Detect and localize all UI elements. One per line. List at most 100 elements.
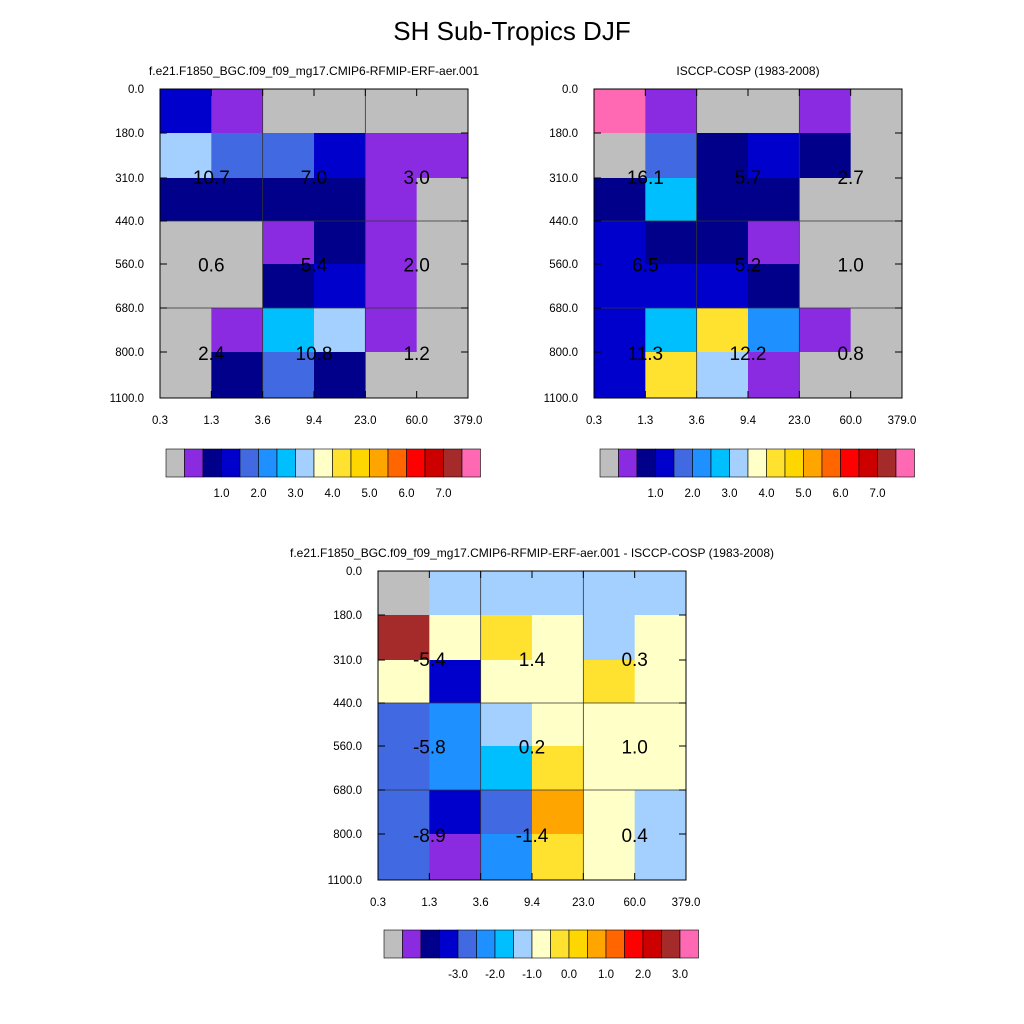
heatmap-cells [160,89,469,399]
heatmap-cell [696,133,749,179]
heatmap-cell [748,307,800,353]
colorbar-swatch [624,929,644,959]
block-value-label: 7.0 [301,168,327,189]
panel-title: f.e21.F1850_BGC.f09_f09_mg17.CMIP6-RFMIP… [290,546,774,560]
heatmap-cell [594,133,646,179]
colorbar-swatch [840,448,860,478]
colorbar-label: 2.0 [685,488,701,500]
heatmap-cell [211,263,264,309]
colorbar-swatch [661,929,681,959]
panel-title: f.e21.F1850_BGC.f09_f09_mg17.CMIP6-RFMIP… [149,64,479,78]
colorbar: 1.0 2.0 3.0 4.0 5.0 6.0 7.0 [165,448,481,500]
y-tick-label: 310.0 [115,173,144,185]
colorbar: 1.0 2.0 3.0 4.0 5.0 6.0 7.0 [599,448,915,500]
x-tick-label: 379.0 [454,415,483,427]
colorbar-label: 1.0 [598,969,614,981]
colorbar-swatch [402,929,422,959]
colorbar-label: 6.0 [833,488,849,500]
block-value-label: 6.5 [632,255,658,276]
heatmap-cell [850,89,903,134]
heatmap-cell [645,263,698,309]
heatmap-cell [314,307,366,353]
colorbar-swatch [457,929,477,959]
heatmap-cell [429,789,482,835]
y-tick-label: 0.0 [128,84,144,96]
colorbar-swatch [599,448,619,478]
x-tick-label: 3.6 [689,415,705,427]
y-tick-label: 800.0 [333,829,362,841]
heatmap-cell [416,221,469,265]
block-value-label: -5.4 [413,650,446,671]
y-tick-label: 680.0 [115,303,144,315]
block-grid [160,89,468,398]
panel-title: ISCCP-COSP (1983-2008) [676,64,819,78]
heatmap-cell [532,833,584,881]
colorbar-swatch [424,448,444,478]
heatmap-cell [850,263,903,309]
heatmap-cell [799,177,852,222]
colorbar-swatch [184,448,204,478]
y-tick-label: 310.0 [549,173,578,185]
heatmap-cell [594,221,646,265]
colorbar-label: 4.0 [759,488,775,500]
heatmap-cell [634,789,687,835]
block-value-label: 12.2 [730,344,767,365]
colorbar-label: -2.0 [485,969,505,981]
colorbar-swatch [332,448,352,478]
colorbar-swatch [587,929,607,959]
heatmap-cell [314,263,366,309]
y-tick-label: 0.0 [346,566,362,578]
heatmap-cell [532,703,584,747]
heatmap-cell [850,351,903,399]
heatmap-cell [211,133,264,179]
heatmap-cell [799,133,852,179]
block-value-label: 2.4 [198,344,225,365]
figure-title: SH Sub-Tropics DJF [393,16,631,46]
x-tick-label: 1.3 [203,415,219,427]
y-tick-label: 1100.0 [328,875,362,887]
heatmap-cell [416,133,469,179]
heatmap-cell [160,351,212,399]
colorbar-swatch [420,929,440,959]
heatmap-cell [850,307,903,353]
heatmap-cell [314,221,366,265]
heatmap-cell [262,221,315,265]
heatmap-cell [314,177,366,222]
colorbar-swatch [387,448,407,478]
block-value-label: 10.8 [296,344,333,365]
panel-observation: ISCCP-COSP (1983-2008) 0.0 180.0 310.0 440.0… [544,64,917,500]
heatmap-cell [696,89,749,134]
x-tick-label: 3.6 [473,897,489,909]
x-tick-label: 60.0 [623,897,645,909]
x-tick-label: 1.3 [421,897,437,909]
colorbar-swatch [803,448,823,478]
colorbar-swatch [461,448,481,478]
colorbar-label: 3.0 [288,488,304,500]
block-value-label: 16.1 [627,168,664,189]
block-value-label: 2.7 [837,168,863,189]
heatmap-cell [480,833,533,881]
colorbar-swatch [276,448,296,478]
colorbar-label: 5.0 [362,488,378,500]
y-tick-label: 560.0 [115,259,144,271]
heatmap-cell [799,221,852,265]
y-tick-label: 680.0 [549,303,578,315]
colorbar-swatch [729,448,749,478]
heatmap-cell [416,351,469,399]
heatmap-cell [634,659,687,704]
heatmap-cell [211,221,264,265]
heatmap-cell [532,571,584,616]
y-tick-label: 440.0 [549,216,578,228]
heatmap-cell [416,177,469,222]
colorbar-swatch [766,448,786,478]
heatmap-cell [160,263,212,309]
heatmap-cell [416,307,469,353]
heatmap-cell [365,307,418,353]
heatmap-cell [799,263,852,309]
x-tick-label: 23.0 [788,415,810,427]
panel-difference: f.e21.F1850_BGC.f09_f09_mg17.CMIP6-RFMIP… [290,546,774,981]
heatmap-cell [594,307,646,353]
heatmap-cell [645,307,698,353]
block-value-label: 11.3 [628,344,664,365]
heatmap-cell [378,789,430,835]
